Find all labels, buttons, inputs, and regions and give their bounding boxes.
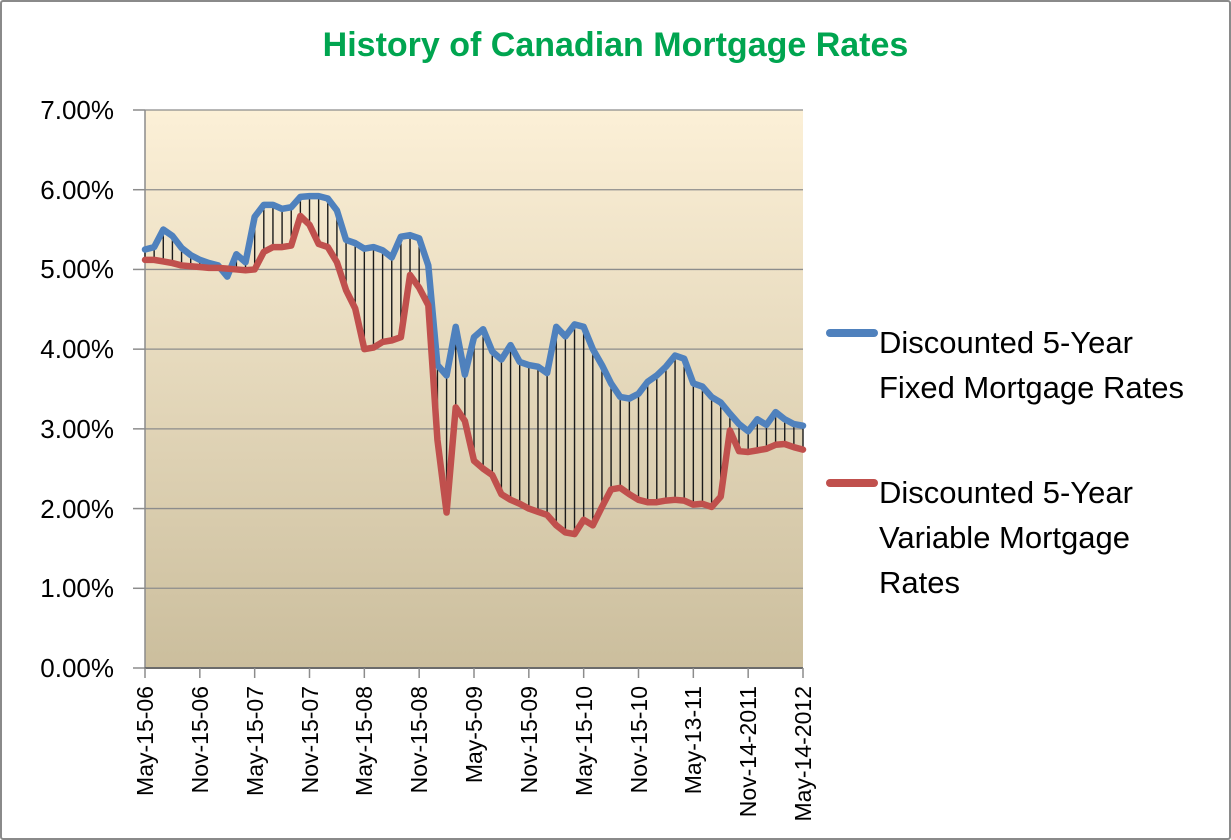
legend-label-line: Rates — [879, 565, 960, 600]
x-axis-label: Nov-14-2011 — [735, 686, 762, 818]
y-axis-label: 2.00% — [40, 493, 114, 524]
x-axis-label: May-14-2012 — [790, 686, 816, 822]
x-axis-label: May-15-06 — [132, 686, 158, 796]
y-axis-label: 0.00% — [40, 653, 114, 683]
x-axis-label: Nov-15-08 — [406, 686, 433, 794]
y-axis-label: 1.00% — [40, 573, 114, 604]
legend-label: Discounted 5-Year Variable Mortgage Rates — [879, 470, 1133, 605]
x-axis-label: Nov-15-09 — [515, 686, 542, 794]
legend-fixed-marker-icon — [826, 329, 878, 337]
y-axis-label: 4.00% — [40, 334, 114, 365]
fixed-rate-line — [141, 192, 807, 435]
y-axis-label: 6.00% — [40, 174, 114, 205]
x-axis-label: May-15-08 — [351, 686, 378, 796]
y-axis-label: 5.00% — [40, 254, 114, 285]
legend-label-line: Discounted 5-Year — [879, 475, 1133, 510]
x-axis-label: Nov-15-10 — [625, 686, 652, 794]
legend-label-line: Fixed Mortgage Rates — [879, 370, 1184, 405]
x-axis-label: May-15-10 — [570, 686, 597, 796]
legend-variable-marker-icon — [826, 479, 878, 487]
x-axis-label: Nov-15-06 — [186, 686, 213, 794]
y-axis-label: 3.00% — [40, 413, 114, 444]
x-axis-label: May-5-09 — [461, 686, 487, 784]
x-axis-label: May-15-07 — [241, 686, 268, 796]
variable-rate-line — [141, 212, 807, 538]
chart-title: History of Canadian Mortgage Rates — [322, 26, 909, 64]
legend-label: Discounted 5-Year Fixed Mortgage Rates — [879, 320, 1184, 410]
x-axis-label: Nov-15-07 — [296, 686, 323, 794]
x-axis-label: May-13-11 — [680, 686, 707, 795]
legend-label-line: Variable Mortgage — [879, 520, 1131, 555]
legend-label-line: Discounted 5-Year — [879, 325, 1133, 360]
y-axis-label: 7.00% — [40, 95, 114, 125]
